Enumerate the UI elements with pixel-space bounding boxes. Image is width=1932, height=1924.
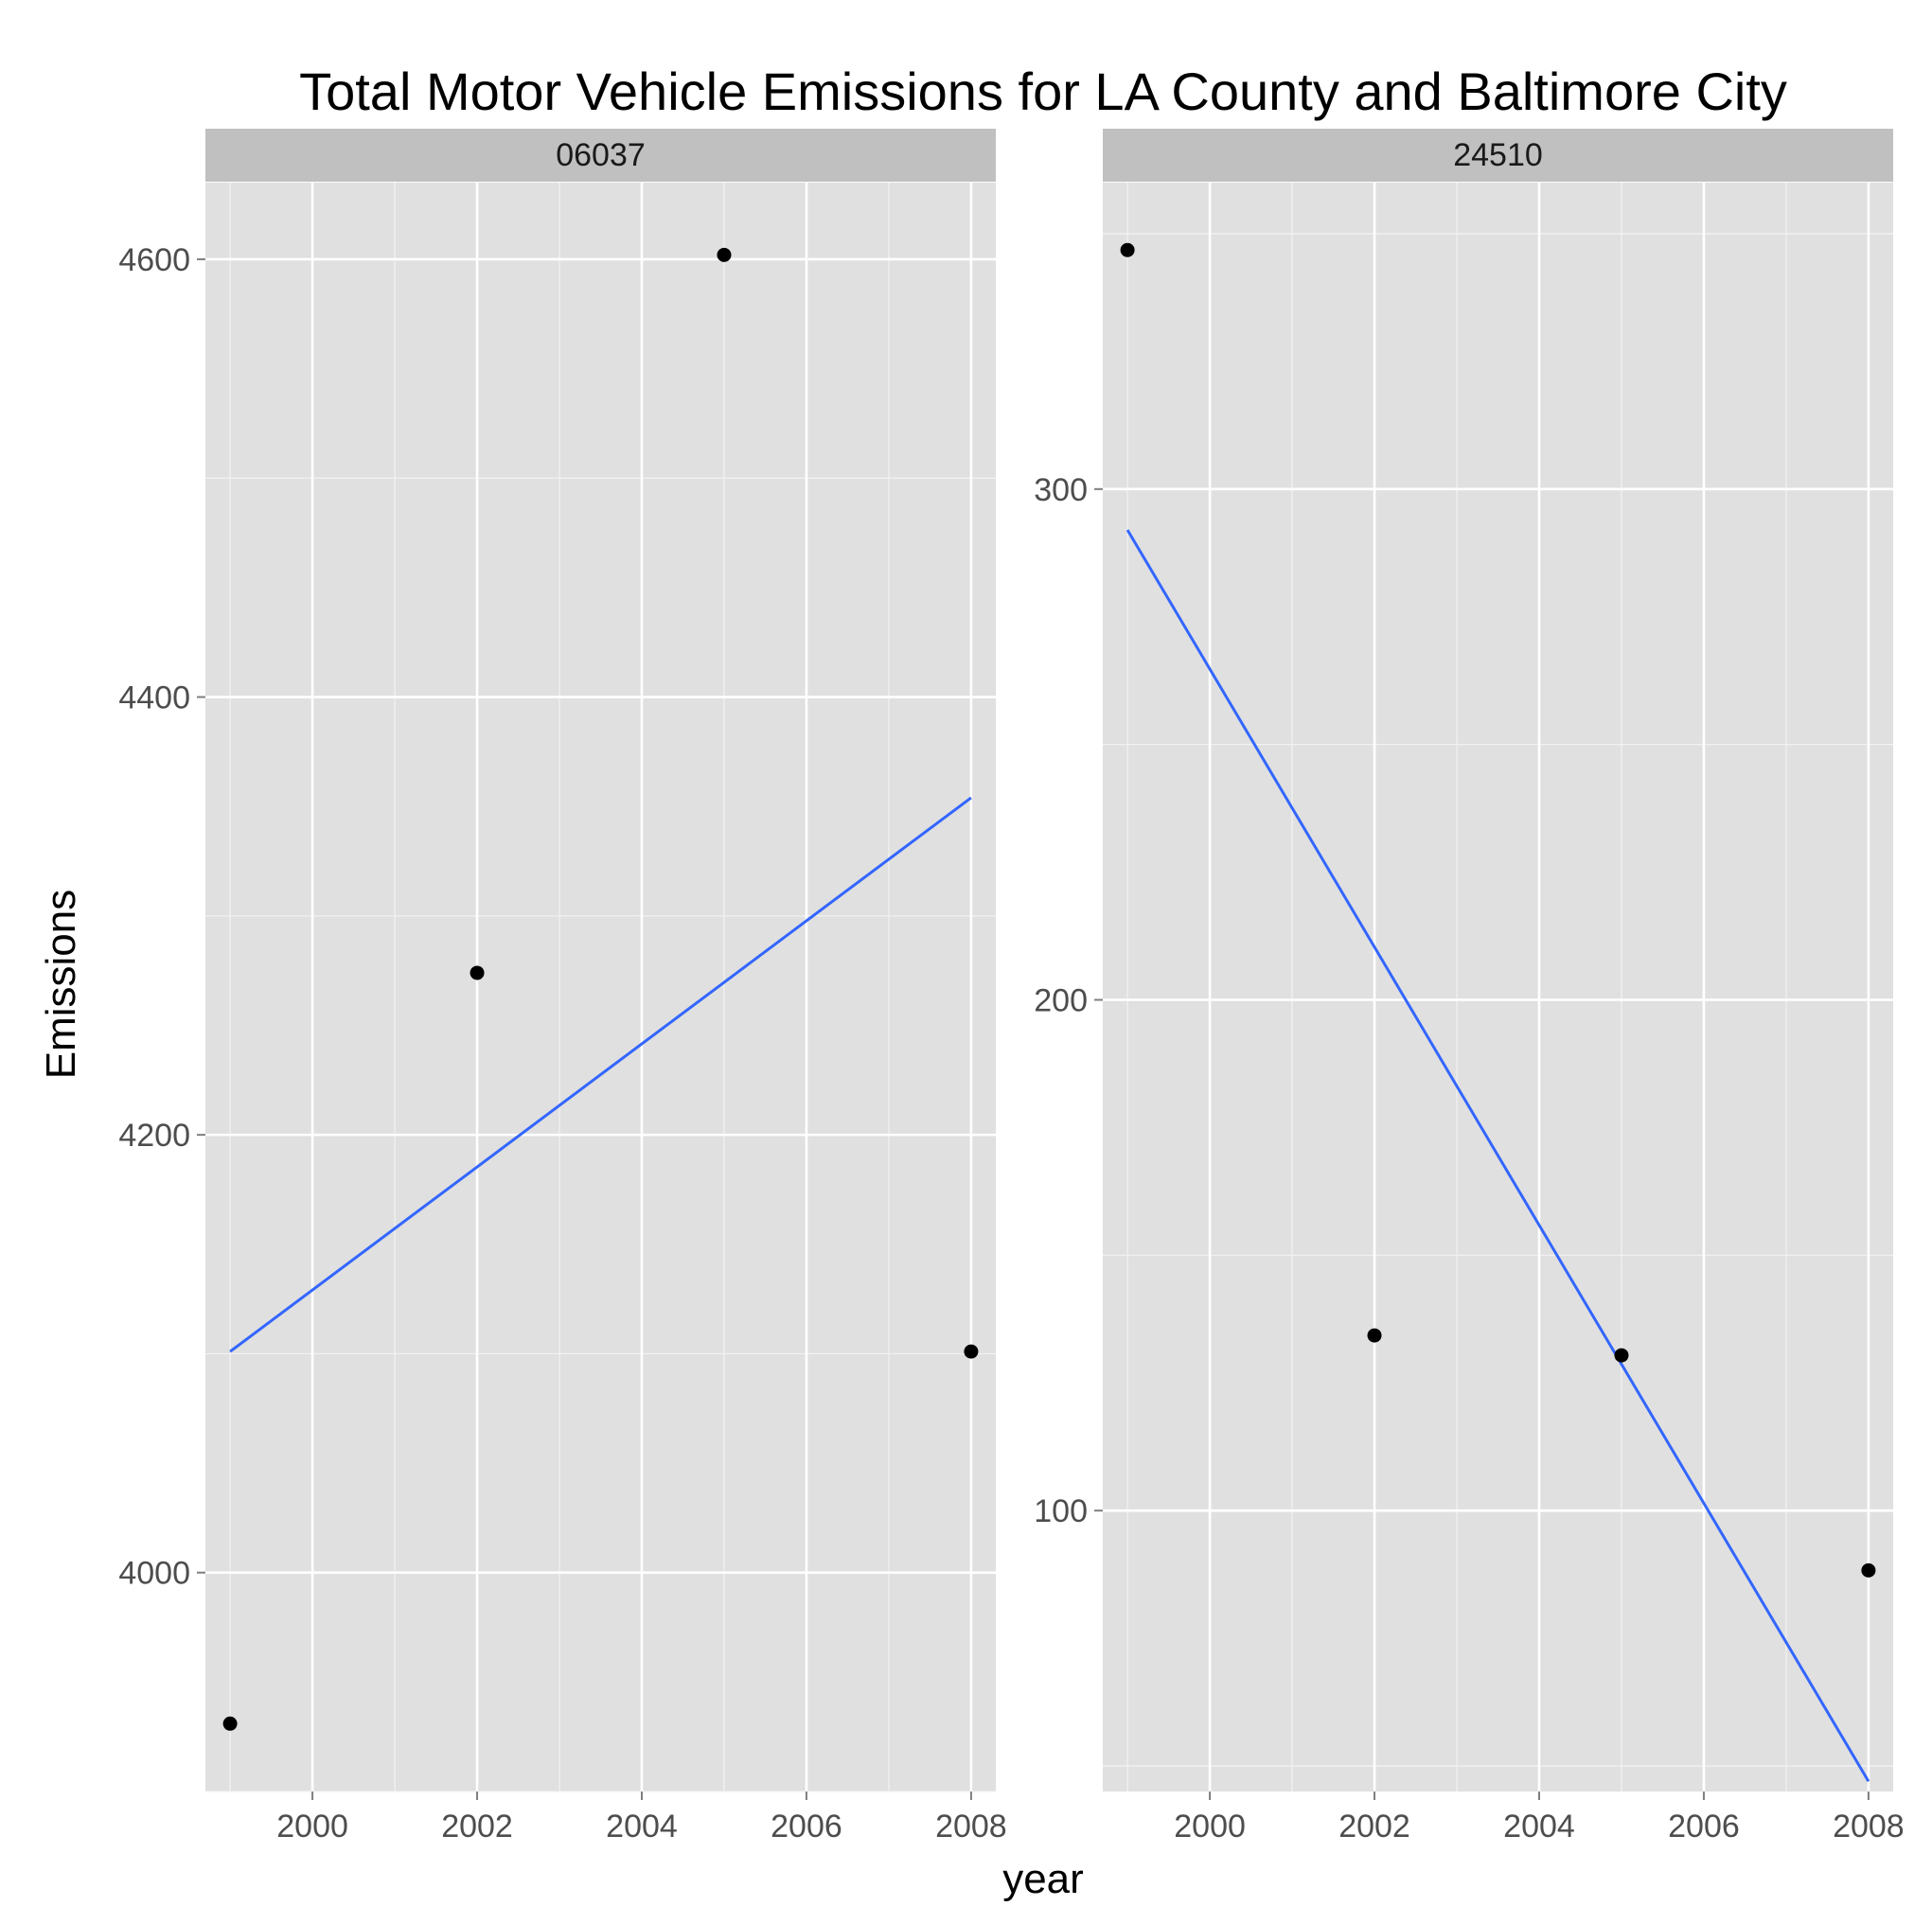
x-axis-title: year bbox=[1002, 1856, 1084, 1902]
y-tick-label: 4000 bbox=[118, 1556, 190, 1592]
chart-title: Total Motor Vehicle Emissions for LA Cou… bbox=[299, 62, 1787, 121]
y-tick-label: 4200 bbox=[118, 1118, 190, 1154]
y-axis-title: Emissions bbox=[38, 890, 84, 1080]
y-tick-label: 300 bbox=[1034, 472, 1088, 508]
panel-background bbox=[205, 183, 996, 1792]
y-tick-label: 100 bbox=[1034, 1493, 1088, 1529]
x-tick-label: 2006 bbox=[771, 1809, 842, 1845]
facet-panel-06037: 06037 2000 2002 2004 2006 2008 4000 4200 4400 460… bbox=[118, 129, 1007, 1845]
data-point bbox=[717, 247, 732, 262]
x-tick-label: 2008 bbox=[935, 1809, 1007, 1845]
x-tick-label: 2004 bbox=[1503, 1809, 1575, 1845]
x-tick-label: 2002 bbox=[1338, 1809, 1410, 1845]
y-tick-label: 4600 bbox=[118, 242, 190, 278]
data-point bbox=[1614, 1348, 1629, 1363]
facet-strip-label: 06037 bbox=[556, 137, 646, 173]
data-point bbox=[1861, 1562, 1876, 1578]
data-point bbox=[1120, 242, 1135, 257]
data-point bbox=[1367, 1328, 1382, 1343]
x-tick-label: 2006 bbox=[1668, 1809, 1740, 1845]
x-tick-label: 2008 bbox=[1833, 1809, 1905, 1845]
y-tick-label: 4400 bbox=[118, 680, 190, 716]
data-point bbox=[964, 1344, 979, 1359]
facet-strip-label: 24510 bbox=[1453, 137, 1543, 173]
x-tick-label: 2004 bbox=[606, 1809, 678, 1845]
panel-background bbox=[1103, 183, 1893, 1792]
data-point bbox=[222, 1716, 238, 1731]
trend-line bbox=[1126, 529, 1870, 1782]
data-point bbox=[470, 965, 485, 980]
facet-strip bbox=[1103, 129, 1893, 182]
facet-strip bbox=[205, 129, 996, 182]
facet-panel-24510: 24510 2000 2002 2004 2006 2008 100 200 300 bbox=[1034, 129, 1905, 1845]
facet-panels: 06037 2000 2002 2004 2006 2008 4000 4200 4400 460… bbox=[118, 129, 1905, 1845]
y-tick-label: 200 bbox=[1034, 982, 1088, 1018]
trend-line bbox=[229, 796, 972, 1353]
x-tick-label: 2002 bbox=[441, 1809, 513, 1845]
x-tick-label: 2000 bbox=[276, 1809, 348, 1845]
x-tick-label: 2000 bbox=[1174, 1809, 1246, 1845]
